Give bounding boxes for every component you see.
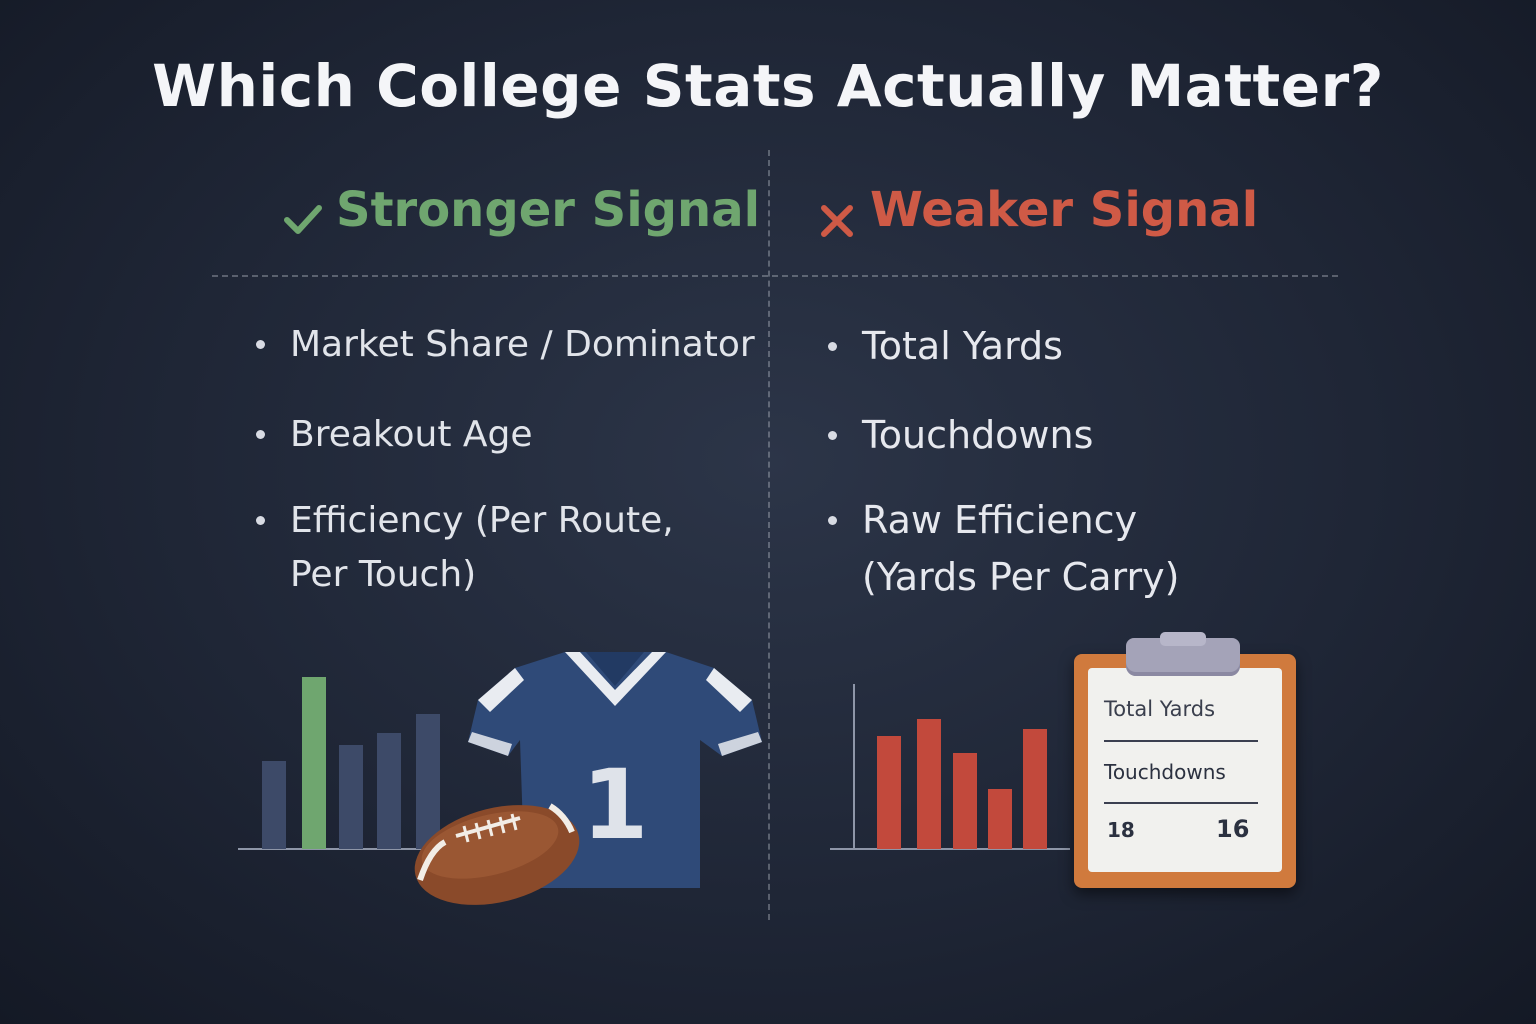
clipboard-paper [1088,668,1282,872]
weaker-signal-heading: Weaker Signal [816,182,1258,238]
bar [339,745,363,849]
clipboard-line [1104,740,1258,742]
stronger-signal-label: Stronger Signal [336,182,761,238]
page-title: Which College Stats Actually Matter? [152,52,1384,120]
checkmark-icon [282,196,324,238]
x-icon [816,196,858,238]
bar [877,736,901,849]
bar [302,677,326,849]
stronger-bar-chart [238,677,460,850]
clipboard-number-left: 18 [1107,818,1135,842]
weaker-signal-label: Weaker Signal [870,182,1259,238]
list-item: Touchdowns [828,407,1288,464]
list-item: Market Share / Dominator [256,318,756,372]
list-item: Breakout Age [256,408,756,462]
list-item: Total Yards [828,318,1288,375]
football-icon [414,803,580,905]
stronger-signal-heading: Stronger Signal [282,182,760,238]
bar [262,761,286,849]
clipboard-row-touchdowns: Touchdowns [1104,760,1226,784]
clipboard-row-total-yards: Total Yards [1104,697,1216,721]
clipboard-line [1104,802,1258,804]
list-item: Efficiency (Per Route, Per Touch) [256,494,756,602]
stronger-signal-list: Market Share / Dominator Breakout Age Ef… [256,318,756,602]
bar [988,789,1012,849]
bar [377,733,401,849]
bar [917,719,941,849]
horizontal-divider [212,275,1338,277]
list-item: Raw Efficiency (Yards Per Carry) [828,492,1288,606]
vertical-divider [768,150,770,920]
clipboard-clip [1126,632,1240,676]
weaker-signal-list: Total Yards Touchdowns Raw Efficiency (Y… [828,318,1288,606]
bar [416,714,440,849]
clipboard-number-right: 16 [1216,815,1250,843]
weaker-bar-chart [830,684,1070,850]
jersey-number: 1 [582,749,649,861]
bar [953,753,977,849]
bar [1023,729,1047,849]
